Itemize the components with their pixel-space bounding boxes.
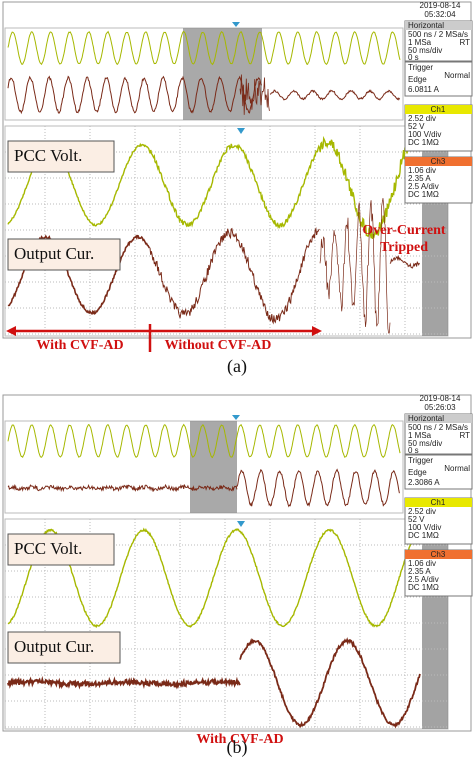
channel-scale: 2.5 A/div bbox=[408, 575, 439, 584]
waveform bbox=[7, 675, 241, 690]
channel-level: 2.35 A bbox=[408, 174, 431, 183]
channel-name: Ch1 bbox=[431, 498, 446, 507]
bottom-label: With CVF-AD bbox=[196, 732, 283, 747]
waveform bbox=[7, 30, 401, 66]
date: 2019-08-14 bbox=[420, 394, 461, 403]
waveform bbox=[149, 226, 320, 325]
horizontal-memory: 1 MSa bbox=[408, 38, 432, 47]
trip-label: Tripped bbox=[380, 240, 428, 255]
trigger-level: 6.0811 A bbox=[408, 85, 440, 94]
horizontal-position: 0 s bbox=[408, 446, 419, 455]
waveform bbox=[239, 637, 421, 729]
waveform bbox=[236, 468, 400, 508]
horizontal-header bbox=[405, 414, 472, 423]
waveform bbox=[7, 423, 401, 459]
channel-offset: 2.52 div bbox=[408, 507, 436, 516]
label-box bbox=[7, 631, 121, 664]
trigger-marker bbox=[237, 521, 245, 527]
channel-offset: 1.06 div bbox=[408, 166, 436, 175]
arrow-head bbox=[312, 326, 322, 336]
waveform bbox=[319, 198, 391, 334]
channel-header bbox=[405, 105, 472, 114]
trip-label: Over-Current bbox=[362, 223, 446, 238]
waveform bbox=[7, 75, 262, 115]
horizontal-mode: RT bbox=[459, 38, 470, 47]
right-label: Without CVF-AD bbox=[165, 338, 272, 353]
channel-name: Ch1 bbox=[431, 105, 446, 114]
waveform bbox=[389, 255, 420, 269]
trigger-title: Trigger bbox=[408, 63, 433, 72]
zoom-window bbox=[190, 421, 237, 513]
channel-scale: 100 V/div bbox=[408, 523, 441, 532]
channel-header bbox=[405, 157, 472, 166]
label-box bbox=[7, 238, 121, 271]
label-box bbox=[7, 533, 115, 566]
current-label: Output Cur. bbox=[14, 244, 94, 263]
trigger-type: Edge bbox=[408, 468, 427, 477]
channel-header bbox=[405, 498, 472, 507]
time: 05:32:04 bbox=[424, 10, 456, 19]
horizontal-title: Horizontal bbox=[408, 21, 444, 30]
trigger-box bbox=[404, 61, 473, 97]
channel-scale: 2.5 A/div bbox=[408, 182, 439, 191]
trigger-marker bbox=[237, 128, 245, 134]
channel-coupling: DC 1MΩ bbox=[408, 531, 439, 540]
waveform bbox=[269, 89, 400, 101]
channel-offset: 2.52 div bbox=[408, 114, 436, 123]
horizontal-rate: 500 ns / 2 MSa/s bbox=[408, 30, 468, 39]
waveform bbox=[239, 74, 270, 115]
trigger-level: 2.3086 A bbox=[408, 478, 440, 487]
waveform bbox=[7, 122, 421, 240]
zoom-window bbox=[183, 28, 262, 120]
date: 2019-08-14 bbox=[420, 1, 461, 10]
channel-coupling: DC 1MΩ bbox=[408, 190, 439, 199]
channel-offset: 1.06 div bbox=[408, 559, 436, 568]
caption: (b) bbox=[227, 737, 248, 758]
horizontal-scale: 50 ms/div bbox=[408, 46, 442, 55]
trigger-type: Edge bbox=[408, 75, 427, 84]
channel-coupling: DC 1MΩ bbox=[408, 583, 439, 592]
horizontal-position: 0 s bbox=[408, 53, 419, 62]
trigger-marker bbox=[232, 415, 240, 420]
channel-level: 52 V bbox=[408, 122, 425, 131]
caption: (a) bbox=[227, 356, 247, 377]
waveform bbox=[7, 483, 238, 493]
channel-header bbox=[405, 550, 472, 559]
channel-coupling: DC 1MΩ bbox=[408, 138, 439, 147]
current-label: Output Cur. bbox=[14, 637, 94, 656]
left-label: With CVF-AD bbox=[36, 338, 123, 353]
horizontal-memory: 1 MSa bbox=[408, 431, 432, 440]
horizontal-mode: RT bbox=[459, 431, 470, 440]
trigger-mode: Normal bbox=[444, 71, 470, 80]
waveform bbox=[7, 527, 421, 629]
horizontal-scale: 50 ms/div bbox=[408, 439, 442, 448]
voltage-label: PCC Volt. bbox=[14, 146, 82, 165]
trigger-box bbox=[404, 454, 473, 490]
voltage-label: PCC Volt. bbox=[14, 539, 82, 558]
label-box bbox=[7, 140, 115, 173]
trigger-title: Trigger bbox=[408, 456, 433, 465]
trigger-mode: Normal bbox=[444, 464, 470, 473]
channel-name: Ch3 bbox=[431, 157, 446, 166]
time: 05:26:03 bbox=[424, 403, 456, 412]
arrow-head bbox=[6, 326, 16, 336]
horizontal-header bbox=[405, 21, 472, 30]
channel-level: 2.35 A bbox=[408, 567, 431, 576]
channel-name: Ch3 bbox=[431, 550, 446, 559]
channel-level: 52 V bbox=[408, 515, 425, 524]
horizontal-rate: 500 ns / 2 MSa/s bbox=[408, 423, 468, 432]
channel-scale: 100 V/div bbox=[408, 130, 441, 139]
horizontal-title: Horizontal bbox=[408, 414, 444, 423]
trigger-marker bbox=[232, 22, 240, 27]
